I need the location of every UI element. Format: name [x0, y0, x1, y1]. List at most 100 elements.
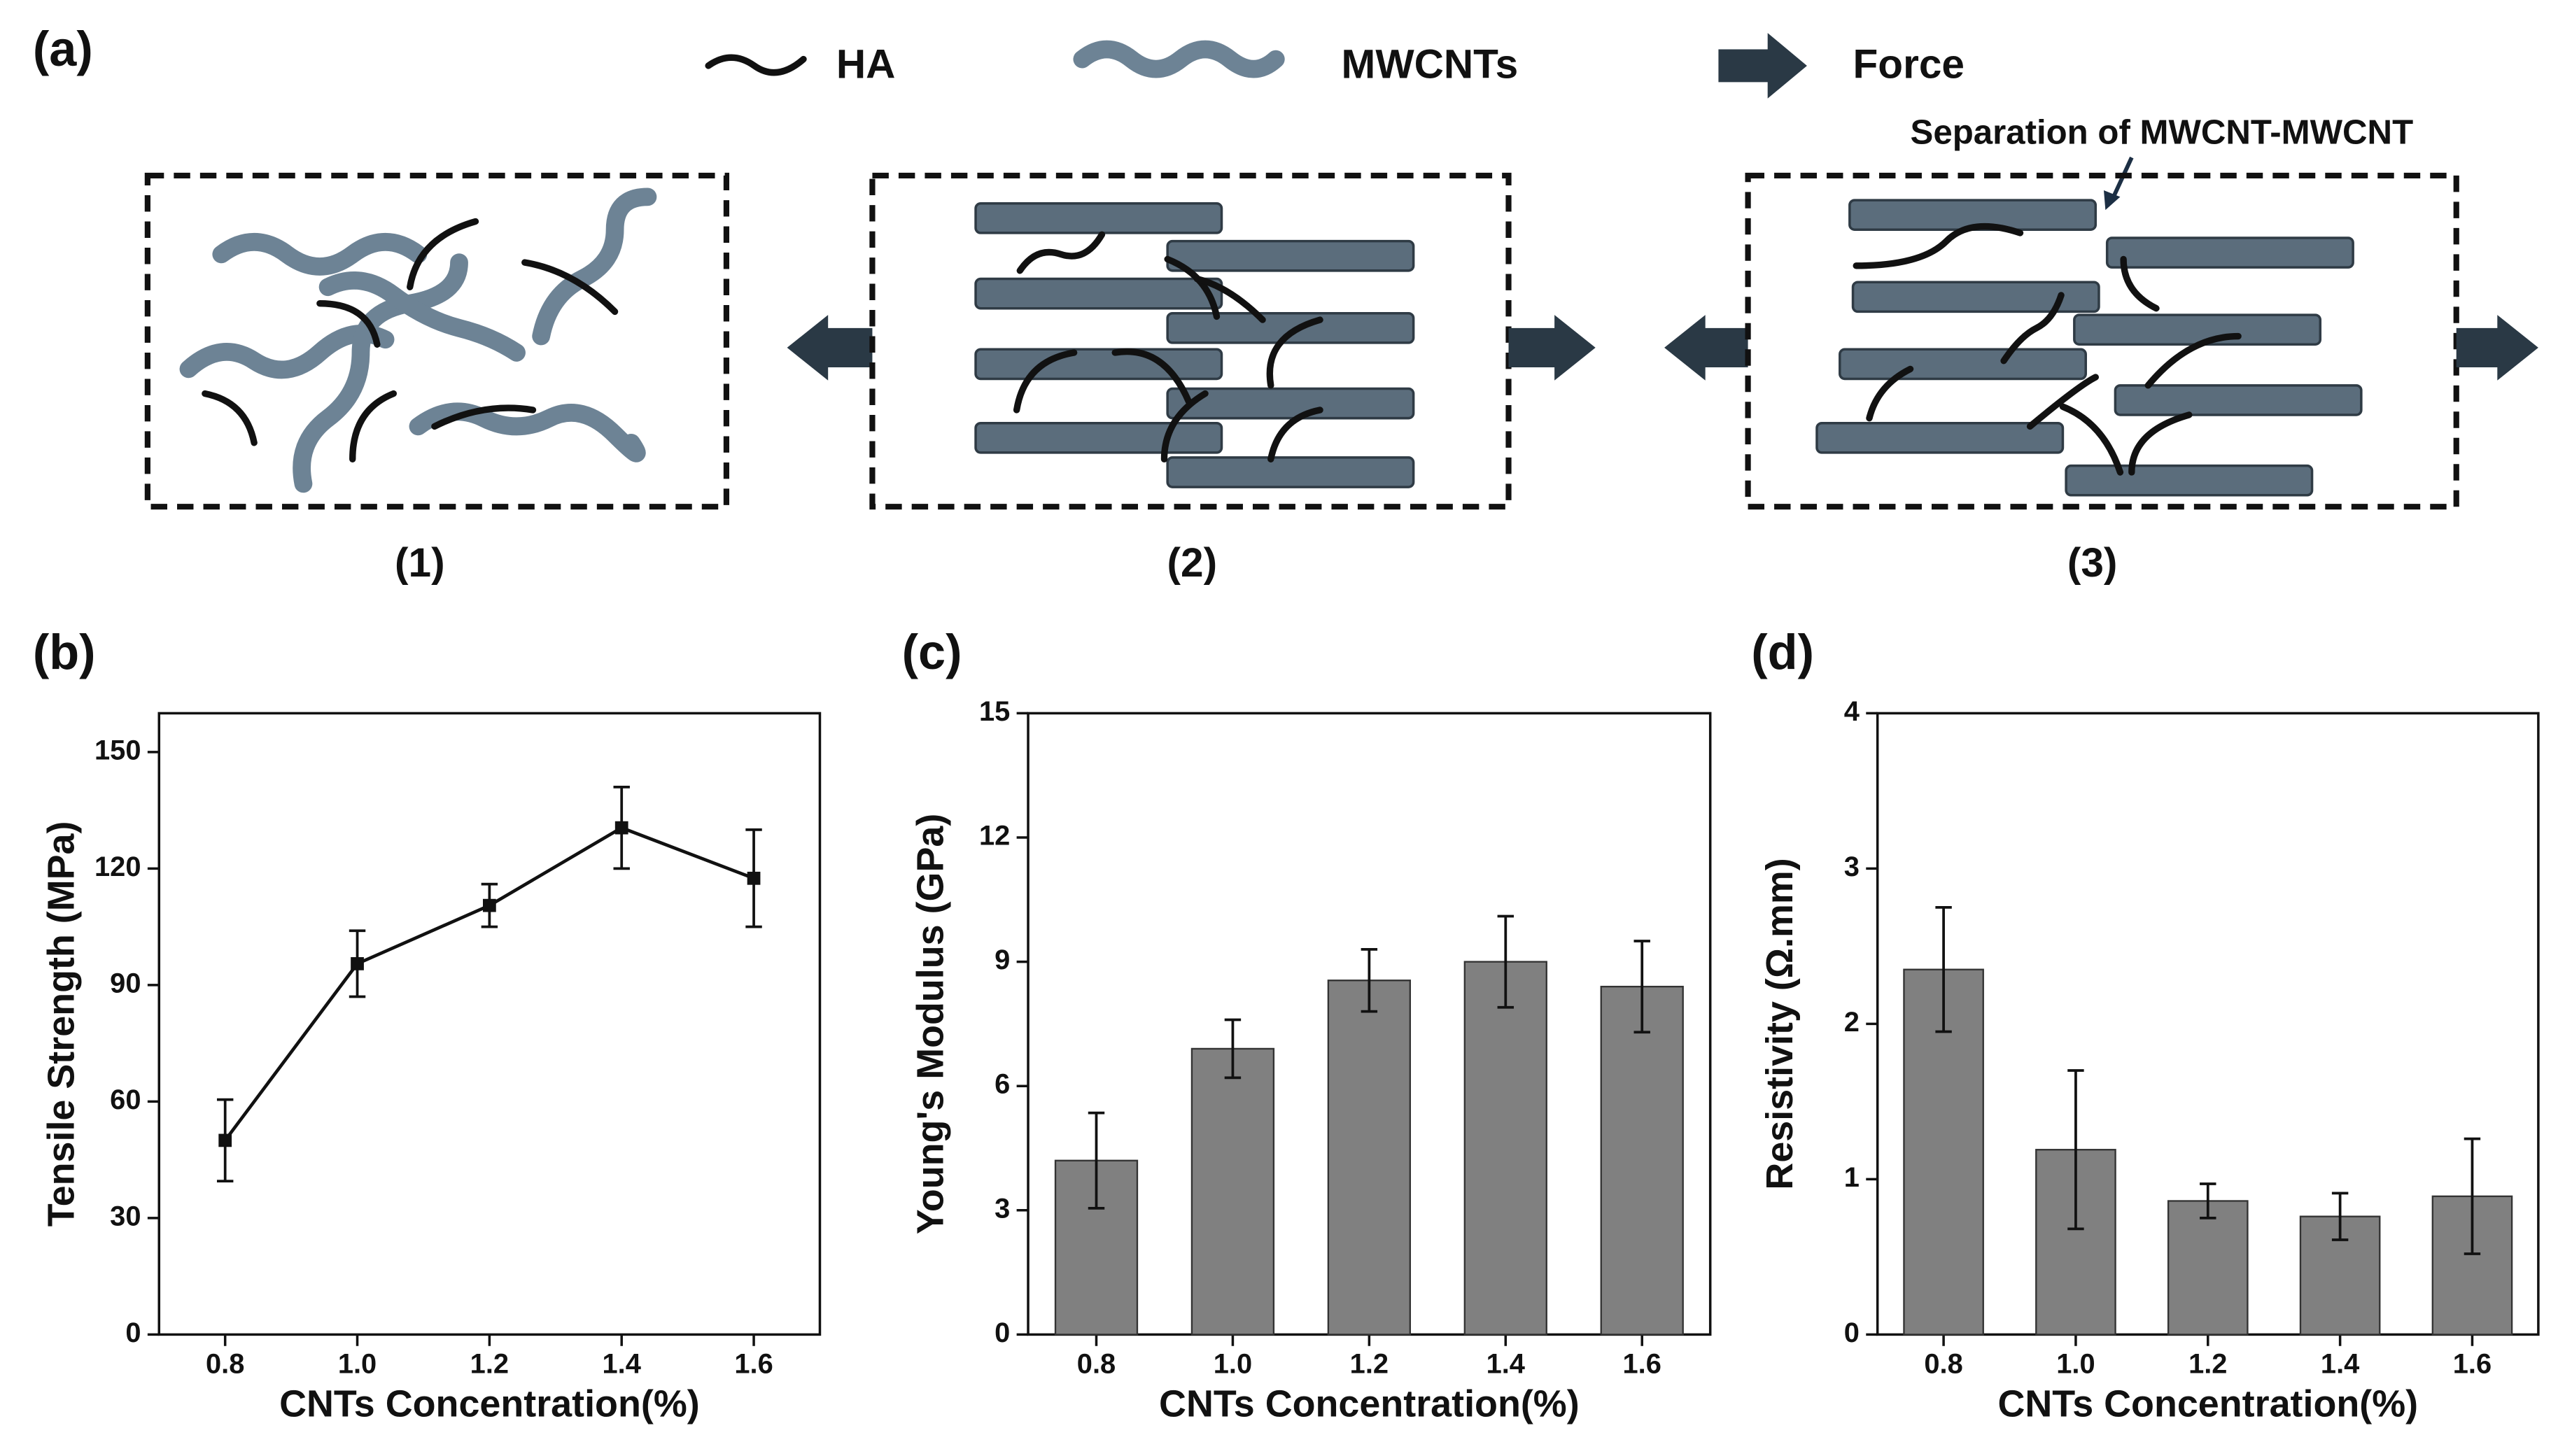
y-tick-label: 4 [1844, 696, 1860, 727]
force-arrow [1664, 315, 1748, 381]
x-tick-label: 1.4 [2321, 1348, 2359, 1379]
panel-label: (a) [33, 21, 93, 76]
y-tick-label: 3 [995, 1193, 1010, 1224]
ha-chains [202, 218, 619, 462]
y-tick-label: 2 [1844, 1007, 1860, 1038]
mwcnt [1839, 348, 2087, 381]
data-point [351, 957, 364, 970]
y-tick-label: 60 [110, 1084, 141, 1115]
x-tick-label: 1.6 [2453, 1348, 2492, 1379]
x-tick-label: 1.2 [470, 1348, 509, 1379]
mwcnt [293, 253, 468, 493]
ha [2000, 292, 2065, 365]
ha [202, 390, 258, 446]
bar [2167, 1200, 2249, 1336]
ha [1266, 316, 1323, 389]
force-arrow [1508, 315, 1596, 381]
ha [1853, 222, 2024, 269]
panel-label: (d) [1751, 624, 1814, 679]
x-tick-label: 1.2 [2188, 1348, 2227, 1379]
mwcnt [179, 324, 395, 379]
mwcnt [318, 271, 526, 362]
mwcnt [974, 277, 1223, 310]
error-bar [2331, 1192, 2349, 1241]
y-axis-title: Tensile Strength (MPa) [41, 821, 83, 1227]
y-tick-label: 90 [110, 968, 141, 998]
bar [1327, 980, 1412, 1336]
ha [349, 390, 397, 462]
stage-label: (2) [1167, 540, 1218, 586]
x-tick-label: 1.2 [1350, 1348, 1389, 1379]
y-axis-title: Resistivity (Ω.mm) [1759, 858, 1801, 1189]
panel-label: (c) [902, 624, 962, 679]
x-axis-title: CNTs Concentration(%) [279, 1383, 700, 1425]
error-bar [1224, 1018, 1242, 1080]
x-axis-title: CNTs Concentration(%) [1159, 1383, 1580, 1425]
bar [1190, 1047, 1275, 1336]
ha [316, 299, 381, 348]
x-tick-label: 1.0 [338, 1348, 377, 1379]
stage-label: (1) [395, 540, 445, 586]
y-tick-label: 0 [125, 1317, 141, 1348]
mwcnt [1815, 421, 2065, 454]
ha-chains [1013, 231, 1323, 462]
error-bar [2067, 1069, 2084, 1231]
ha [1267, 407, 1323, 462]
mwcnt [2114, 384, 2363, 416]
legend-label: MWCNTs [1342, 42, 1519, 87]
mwcnt [974, 348, 1223, 381]
mwcnt [1851, 281, 2100, 313]
y-tick-label: 150 [94, 735, 141, 765]
y-tick-label: 0 [995, 1317, 1010, 1348]
force-arrow [2456, 315, 2538, 381]
ha-icon [705, 54, 807, 76]
x-tick-label: 1.6 [1623, 1348, 1661, 1379]
error-bar [2464, 1137, 2481, 1255]
ha [1193, 275, 1266, 323]
error-bar [1088, 1111, 1105, 1210]
x-tick-label: 1.6 [734, 1348, 773, 1379]
force-arrow [787, 315, 873, 381]
y-axis-title: Young's Modulus (GPa) [909, 814, 951, 1234]
x-tick-label: 1.4 [1487, 1348, 1525, 1379]
mwcnt [2073, 313, 2322, 346]
error-bar [1361, 947, 1378, 1013]
bar [2299, 1215, 2381, 1336]
mwcnt [2065, 464, 2314, 497]
error-bar [1935, 906, 1952, 1033]
data-point [747, 871, 761, 885]
y-tick-label: 30 [110, 1201, 141, 1231]
stage-box [144, 172, 730, 510]
data-point [218, 1133, 232, 1147]
x-tick-label: 1.0 [2056, 1348, 2095, 1379]
y-tick-label: 6 [995, 1069, 1010, 1100]
x-tick-label: 1.4 [603, 1348, 641, 1379]
mwcnt [974, 202, 1223, 234]
ha [1016, 231, 1106, 274]
legend-label: HA [836, 42, 896, 87]
y-tick-label: 1 [1844, 1162, 1860, 1193]
ha [521, 259, 619, 316]
aligned-mwcnts [974, 202, 1415, 488]
data-point [614, 821, 628, 835]
y-tick-label: 12 [979, 821, 1010, 851]
x-tick-label: 0.8 [206, 1348, 244, 1379]
ha [2026, 374, 2099, 430]
y-tick-label: 9 [995, 945, 1010, 975]
legend-label: Force [1853, 42, 1965, 87]
ha [2144, 332, 2242, 389]
force-icon [1718, 33, 1807, 99]
stage-label: (3) [2067, 540, 2118, 586]
x-axis-title: CNTs Concentration(%) [1997, 1383, 2418, 1425]
mwcnt [1166, 311, 1415, 344]
ha [1866, 365, 1914, 422]
bar [1600, 985, 1684, 1336]
ha [431, 404, 537, 430]
mwcnt [532, 188, 657, 346]
bar [1463, 961, 1547, 1336]
ha [1013, 349, 1078, 414]
mwcnt [1166, 456, 1415, 488]
ha [2059, 403, 2124, 476]
ha-chains [1853, 222, 2242, 476]
